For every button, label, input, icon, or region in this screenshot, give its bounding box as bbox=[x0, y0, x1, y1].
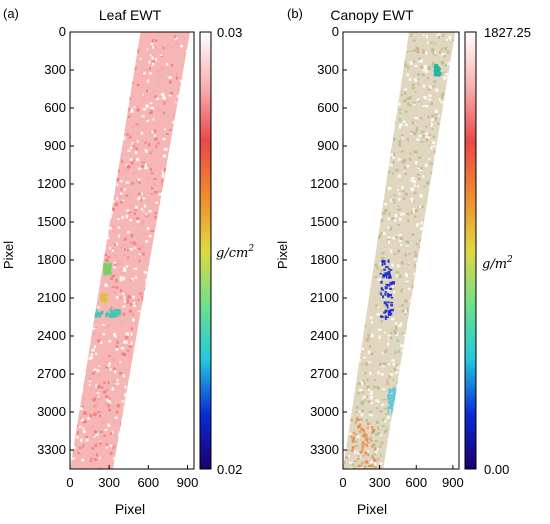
panel-b: (b) Canopy EWT 0 300 600 900 1200 1500 1800 210… bbox=[275, 6, 531, 517]
panel-a-swath bbox=[70, 32, 191, 469]
panel-b-swath bbox=[343, 32, 456, 469]
swath-base bbox=[70, 32, 191, 469]
panel-b-title: Canopy EWT bbox=[330, 7, 414, 23]
x-tick-label: 600 bbox=[405, 475, 427, 490]
panel-b-frame bbox=[342, 31, 460, 470]
panel-a-plot: 0300600900120015001800210024002700300033… bbox=[37, 24, 198, 490]
colorbar-min-label: 0.00 bbox=[484, 462, 509, 477]
panel-b-colorbar: 1827.25 0.00 bbox=[464, 25, 531, 477]
panel-a-xlabel: Pixel bbox=[115, 501, 145, 517]
x-tick-label: 900 bbox=[442, 475, 464, 490]
y-tick-label: 600 bbox=[44, 100, 66, 115]
y-tick-label: 3000 bbox=[37, 404, 66, 419]
y-tick-label: 3300 bbox=[37, 442, 66, 457]
y-tick-label: 2700 bbox=[37, 366, 66, 381]
colorbar-max-label: 1827.25 bbox=[484, 25, 531, 40]
panel-a-title: Leaf EWT bbox=[99, 7, 162, 23]
y-tick-label: 1200 bbox=[37, 176, 66, 191]
y-tick-label: 2100 bbox=[37, 290, 66, 305]
panel-b-ylabel: Pixel bbox=[275, 241, 290, 269]
colorbar-min-label: 0.02 bbox=[217, 462, 242, 477]
y-tick-label: 600 bbox=[317, 100, 339, 115]
panel-b-xlabel: Pixel bbox=[357, 501, 387, 517]
y-tick-label: 1200 bbox=[310, 176, 339, 191]
anomaly-patch bbox=[350, 418, 377, 469]
x-tick-label: 900 bbox=[177, 475, 199, 490]
y-tick-label: 300 bbox=[44, 62, 66, 77]
y-tick-label: 300 bbox=[317, 62, 339, 77]
panel-a-unit: g/cm2 bbox=[216, 244, 254, 261]
panel-a-ylabel: Pixel bbox=[1, 241, 16, 269]
y-tick-label: 0 bbox=[59, 24, 66, 39]
x-tick-label: 0 bbox=[66, 475, 73, 490]
y-tick-label: 1500 bbox=[310, 214, 339, 229]
y-tick-label: 900 bbox=[44, 138, 66, 153]
panel-a: (a) Leaf EWT 0 300 600 900 1200 1500 1800 2100 2… bbox=[1, 6, 254, 517]
colorbar-max-label: 0.03 bbox=[217, 25, 242, 40]
anomaly-patch bbox=[102, 262, 113, 276]
x-tick-label: 600 bbox=[137, 475, 159, 490]
y-tick-label: 0 bbox=[332, 24, 339, 39]
y-tick-label: 2700 bbox=[310, 366, 339, 381]
y-tick-label: 1800 bbox=[37, 252, 66, 267]
y-tick-label: 3000 bbox=[310, 404, 339, 419]
anomaly-patch bbox=[94, 308, 121, 319]
y-tick-label: 3300 bbox=[310, 442, 339, 457]
colorbar-gradient bbox=[199, 31, 212, 470]
panel-b-plot: 0300600900120015001800210024002700300033… bbox=[310, 24, 464, 490]
panel-a-colorbar: 0.03 0.02 bbox=[199, 25, 242, 477]
y-tick-label: 1500 bbox=[37, 214, 66, 229]
panel-a-frame bbox=[69, 31, 195, 470]
anomaly-patch bbox=[433, 63, 442, 77]
x-tick-label: 300 bbox=[369, 475, 391, 490]
y-tick-label: 2400 bbox=[37, 328, 66, 343]
y-tick-label: 2100 bbox=[310, 290, 339, 305]
x-tick-label: 0 bbox=[339, 475, 346, 490]
anomaly-patch bbox=[379, 259, 396, 320]
y-tick-label: 2400 bbox=[310, 328, 339, 343]
panel-a-label: (a) bbox=[3, 6, 19, 21]
panel-b-label: (b) bbox=[287, 6, 303, 21]
colorbar-gradient bbox=[464, 31, 477, 470]
x-tick-label: 300 bbox=[98, 475, 120, 490]
y-tick-label: 1800 bbox=[310, 252, 339, 267]
panel-b-unit: g/m2 bbox=[482, 255, 513, 272]
y-tick-label: 900 bbox=[317, 138, 339, 153]
anomaly-patch bbox=[100, 293, 109, 304]
